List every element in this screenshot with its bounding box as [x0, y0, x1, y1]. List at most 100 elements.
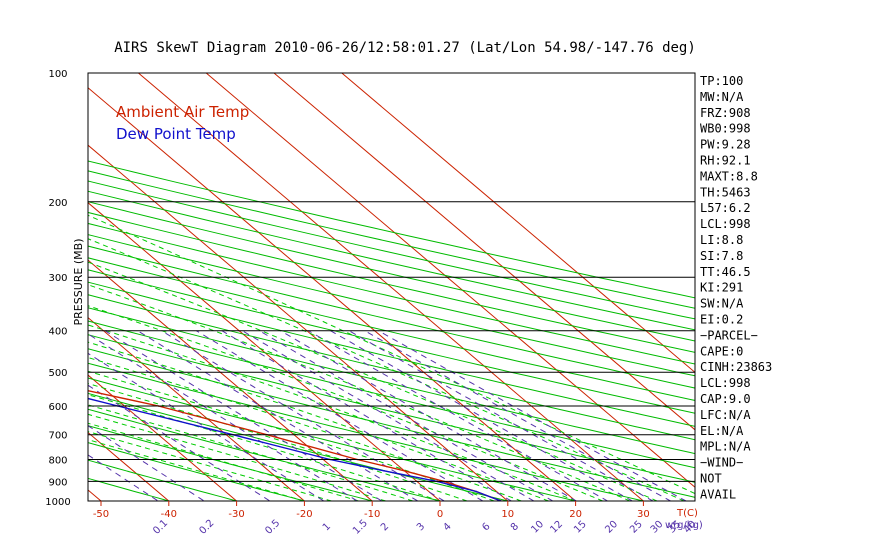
mixing-ratio-tick-label: 10 — [529, 519, 546, 536]
isotherm-line — [88, 316, 305, 501]
index-entry: CAPE:0 — [700, 344, 743, 358]
index-entry: WB0:998 — [700, 122, 751, 136]
moist-adiabat-line — [88, 214, 695, 495]
index-entry: NOT — [700, 472, 722, 486]
index-entry: KI:291 — [700, 281, 743, 295]
pressure-tick-label: 300 — [48, 273, 67, 284]
isotherm-line — [88, 87, 576, 501]
legend-entry: Ambient Air Temp — [116, 103, 249, 121]
dry-adiabat-line — [88, 320, 695, 469]
pressure-tick-label: 900 — [48, 477, 67, 488]
dry-adiabat-line — [88, 190, 695, 331]
index-entry: −WIND− — [700, 456, 743, 470]
mixing-ratio-axis-label: w(g/kg) — [665, 520, 703, 531]
mixing-ratio-tick-label: 0.1 — [151, 518, 170, 537]
y-axis-label: PRESSURE (MB) — [72, 239, 85, 326]
mixing-ratio-tick-label: 15 — [572, 519, 589, 536]
stability-indices: TP:100 MW:N/A FRZ:908 WB0:998 PW:9.28 RH:92.1… — [700, 74, 772, 501]
plot-area — [88, 73, 695, 501]
moist-adiabat-line — [88, 238, 685, 501]
legend: Ambient Air Temp Dew Point Temp — [116, 103, 249, 143]
bottom-temp-tick-label: -20 — [296, 509, 312, 520]
bottom-temp-ticks: -50 -40 -30 -20 -10 0 10 20 30 — [93, 501, 650, 520]
pressure-tick-label: 800 — [48, 456, 67, 467]
isotherm-line — [88, 374, 237, 501]
index-entry: LI:8.8 — [700, 233, 743, 247]
mixing-ratio-line — [196, 330, 484, 501]
mixing-ratio-tick-label: 8 — [509, 521, 521, 533]
index-entry: SW:N/A — [700, 297, 744, 311]
mixing-ratio-line — [280, 330, 578, 501]
dry-adiabat-lines — [88, 160, 695, 501]
mixing-ratio-tick-label: 0.2 — [197, 518, 216, 537]
isotherm-line — [138, 73, 644, 501]
bottom-temp-tick-label: -40 — [161, 509, 177, 520]
index-entry: CAP:9.0 — [700, 392, 751, 406]
dry-adiabat-line — [88, 160, 695, 299]
bottom-temp-tick-label: 10 — [501, 509, 514, 520]
pressure-tick-label: 700 — [48, 431, 67, 442]
mixing-ratio-tick-label: 2 — [379, 521, 391, 533]
moist-adiabat-line — [88, 383, 468, 501]
index-entry: FRZ:908 — [700, 106, 751, 120]
moist-adiabat-line — [88, 413, 386, 501]
mixing-ratio-line — [88, 384, 271, 501]
mixing-ratio-lines — [88, 330, 688, 501]
chart-title: AIRS SkewT Diagram 2010-06-26/12:58:01.2… — [114, 40, 696, 56]
mixing-ratio-tick-label: 20 — [603, 519, 620, 536]
index-entry: LFC:N/A — [700, 408, 751, 422]
bottom-temp-tick-label: 30 — [637, 509, 650, 520]
mixing-ratio-line — [88, 352, 325, 501]
dry-adiabat-line — [88, 180, 695, 320]
mixing-ratio-line — [88, 333, 359, 501]
dry-adiabat-line — [88, 170, 695, 309]
dry-adiabat-line — [88, 222, 695, 365]
bottom-temp-tick-label: -30 — [228, 509, 244, 520]
dry-adiabat-line — [88, 269, 695, 414]
temperature-axis-label: T(C) — [676, 508, 698, 519]
bottom-temp-tick-label: 20 — [569, 509, 582, 520]
mixing-ratio-tick-label: 25 — [628, 519, 645, 536]
mixing-ratio-tick-label: 0.5 — [263, 518, 282, 537]
dry-adiabat-line — [88, 392, 510, 501]
index-entry: EI:0.2 — [700, 313, 743, 327]
index-entry: RH:92.1 — [700, 154, 751, 168]
series-line — [88, 389, 502, 501]
bottom-temp-tick-label: -10 — [364, 509, 380, 520]
dry-adiabat-line — [88, 257, 695, 401]
plot-border — [87, 72, 696, 502]
dry-adiabat-line — [88, 294, 695, 441]
moist-adiabat-line — [88, 324, 576, 501]
index-entry: MW:N/A — [700, 90, 744, 104]
plot-frame — [87, 72, 696, 502]
dry-adiabat-line — [88, 201, 695, 342]
dry-adiabat-line — [88, 334, 695, 483]
pressure-tick-label: 100 — [48, 69, 67, 80]
dry-adiabat-line — [88, 477, 171, 501]
index-entry: −PARCEL− — [700, 328, 758, 342]
mixing-ratio-tick-label: 12 — [548, 519, 565, 536]
index-entry: TT:46.5 — [700, 265, 751, 279]
series-point — [383, 470, 385, 472]
mixing-ratio-tick-label: 3 — [415, 521, 427, 533]
index-entry: TP:100 — [700, 74, 743, 88]
bottom-temp-tick-label: -50 — [93, 509, 109, 520]
dry-adiabat-line — [88, 425, 375, 501]
dry-adiabat-line — [88, 442, 307, 501]
dry-adiabat-line — [88, 348, 695, 498]
isotherm-line — [205, 73, 695, 488]
isotherm-line — [88, 202, 441, 501]
mixing-ratio-tick-label: 1.5 — [351, 518, 370, 537]
index-entry: L57:6.2 — [700, 201, 751, 215]
mixing-ratio-line — [161, 330, 446, 501]
dry-adiabat-line — [88, 307, 695, 455]
index-entry: EL:N/A — [700, 424, 744, 438]
index-entry: SI:7.8 — [700, 249, 743, 263]
index-entry: MPL:N/A — [700, 440, 751, 454]
series-point — [403, 470, 406, 472]
series-line — [88, 397, 502, 501]
dry-adiabat-line — [88, 281, 695, 427]
legend-entry: Dew Point Temp — [116, 125, 236, 143]
index-entry: AVAIL — [700, 487, 736, 501]
mixing-ratio-tick-label: 4 — [441, 521, 453, 533]
